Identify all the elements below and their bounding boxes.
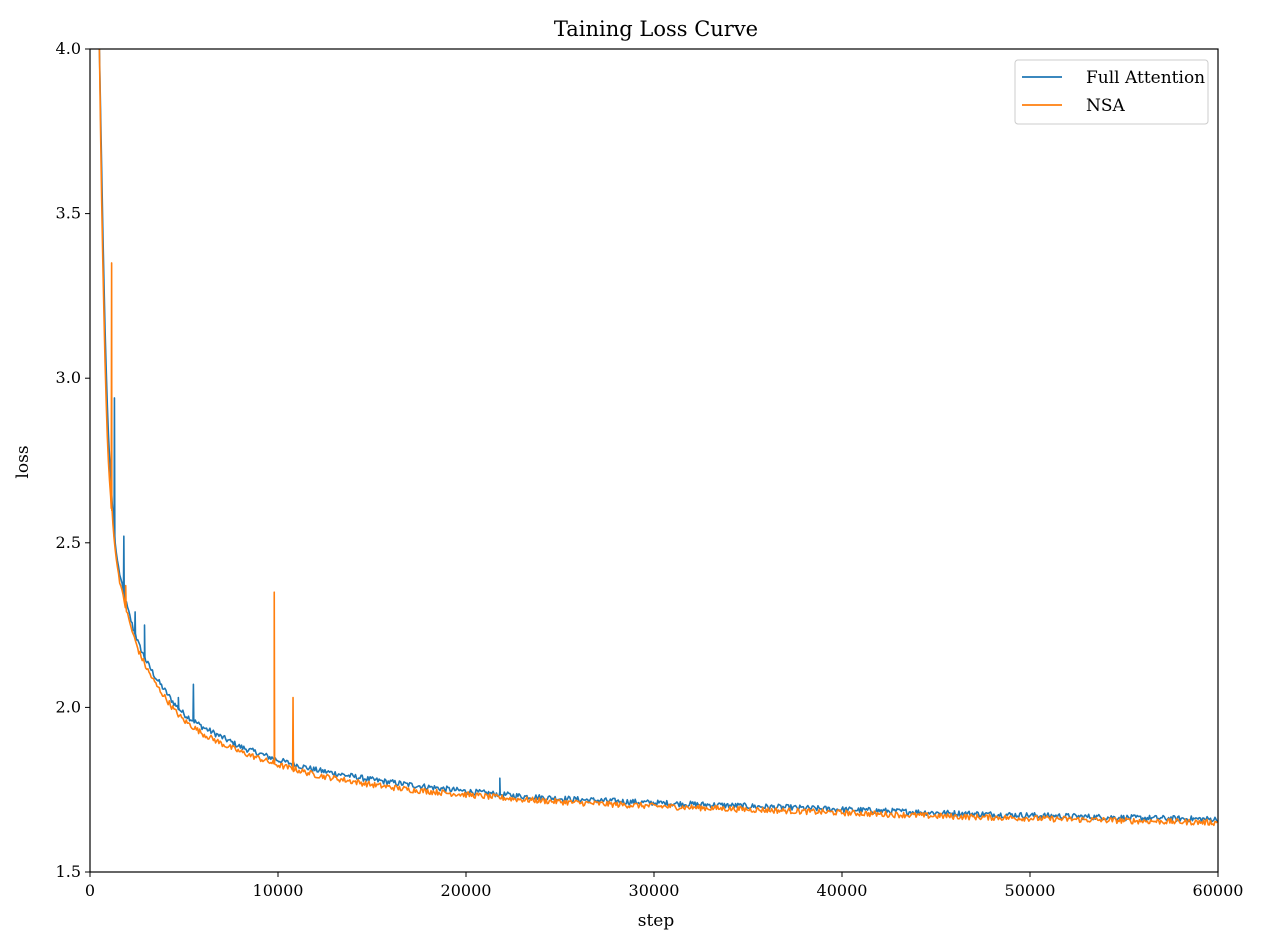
y-tick-label: 2.0 — [56, 697, 81, 716]
x-tick-label: 10000 — [253, 881, 304, 900]
y-axis-ticks: 1.5 2.0 2.5 3.0 3.5 4.0 — [56, 39, 90, 881]
x-tick-label: 50000 — [1005, 881, 1056, 900]
y-tick-label: 3.5 — [56, 204, 81, 223]
x-tick-label: 20000 — [441, 881, 492, 900]
x-axis-ticks: 0 10000 20000 30000 40000 50000 60000 — [85, 872, 1244, 900]
chart-title: Taining Loss Curve — [554, 17, 758, 41]
x-tick-label: 0 — [85, 881, 95, 900]
x-axis-label: step — [638, 911, 675, 931]
y-tick-label: 1.5 — [56, 862, 81, 881]
y-tick-label: 2.5 — [56, 533, 81, 552]
y-axis-label: loss — [13, 445, 33, 478]
legend-box — [1014, 59, 1209, 125]
legend-label: Full Attention — [1086, 68, 1205, 88]
legend: Full Attention NSA — [1014, 59, 1209, 125]
x-tick-label: 40000 — [817, 881, 868, 900]
x-tick-label: 60000 — [1193, 881, 1244, 900]
x-tick-label: 30000 — [629, 881, 680, 900]
y-tick-label: 4.0 — [56, 39, 81, 58]
series-line-1 — [98, 49, 1218, 827]
series-line-0 — [98, 49, 1218, 823]
legend-label: NSA — [1086, 96, 1126, 116]
y-tick-label: 3.0 — [56, 368, 81, 387]
series-layer — [98, 49, 1218, 827]
